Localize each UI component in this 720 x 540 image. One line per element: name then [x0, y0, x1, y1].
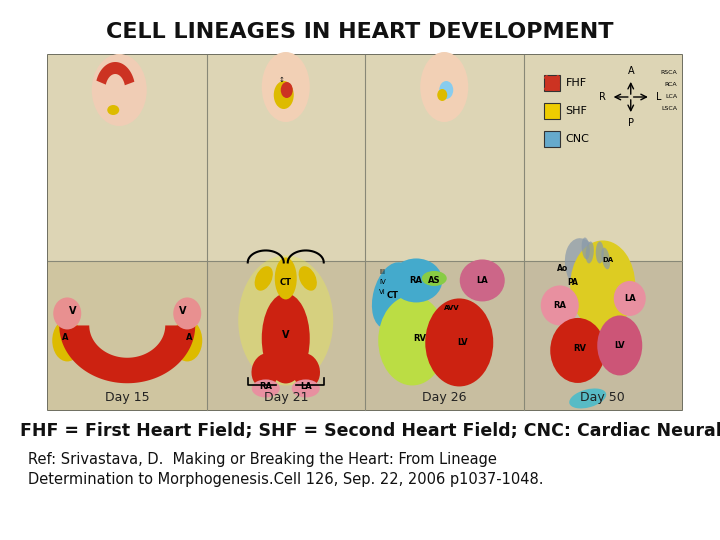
Ellipse shape [565, 238, 600, 293]
Ellipse shape [595, 241, 604, 264]
Ellipse shape [274, 81, 294, 109]
Ellipse shape [437, 89, 447, 101]
Ellipse shape [426, 299, 493, 387]
Text: AS: AS [428, 276, 441, 285]
Ellipse shape [299, 266, 317, 291]
Ellipse shape [570, 388, 606, 408]
Text: Day 50: Day 50 [580, 392, 625, 404]
Text: L: L [656, 92, 662, 102]
Text: A: A [62, 333, 68, 342]
Ellipse shape [255, 266, 273, 291]
Ellipse shape [541, 286, 579, 326]
Text: FHF = First Heart Field; SHF = Second Heart Field; CNC: Cardiac Neural Crest: FHF = First Heart Field; SHF = Second He… [20, 422, 720, 440]
Ellipse shape [585, 241, 594, 264]
Bar [48, 261, 207, 410]
Ellipse shape [550, 318, 606, 383]
Polygon shape [59, 326, 195, 383]
Text: RV: RV [573, 344, 586, 353]
Ellipse shape [172, 320, 202, 361]
Ellipse shape [53, 320, 82, 361]
Text: VI: VI [379, 289, 386, 295]
Text: LCA: LCA [665, 94, 677, 99]
Ellipse shape [251, 353, 280, 388]
Text: III: III [379, 269, 385, 275]
Text: FHF: FHF [565, 78, 587, 88]
Text: RV: RV [413, 334, 426, 343]
Text: IV: IV [379, 280, 386, 286]
Text: RCA: RCA [665, 83, 677, 87]
Text: RA: RA [553, 301, 566, 310]
Text: A: A [186, 333, 192, 342]
Text: P: P [628, 118, 634, 128]
Text: Determination to Morphogenesis.Cell 126, Sep. 22, 2006 p1037-1048.: Determination to Morphogenesis.Cell 126,… [28, 472, 544, 487]
Text: SHF: SHF [565, 106, 588, 116]
Text: LA: LA [477, 276, 488, 285]
Text: Day 21: Day 21 [264, 392, 308, 404]
Ellipse shape [53, 298, 81, 329]
Ellipse shape [378, 295, 446, 386]
Text: RSCA: RSCA [660, 71, 677, 76]
Bar [48, 55, 682, 261]
Ellipse shape [390, 259, 442, 302]
Text: RA: RA [259, 382, 272, 391]
Text: V: V [68, 306, 76, 316]
Ellipse shape [174, 298, 202, 329]
Ellipse shape [238, 255, 333, 386]
Text: A: A [627, 66, 634, 76]
Bar [544, 75, 559, 91]
Text: Ao: Ao [557, 264, 568, 273]
Bar [544, 103, 559, 119]
Text: Day 26: Day 26 [422, 392, 467, 404]
Text: Ref: Srivastava, D.  Making or Breaking the Heart: From Lineage: Ref: Srivastava, D. Making or Breaking t… [28, 452, 497, 467]
Ellipse shape [613, 281, 646, 316]
Ellipse shape [262, 52, 310, 122]
Text: LV: LV [614, 341, 625, 350]
Ellipse shape [422, 271, 446, 286]
Text: LA: LA [300, 382, 312, 391]
Text: LSCA: LSCA [661, 106, 677, 111]
Text: AVV: AVV [444, 306, 460, 312]
Ellipse shape [91, 54, 147, 126]
Ellipse shape [601, 248, 610, 269]
Text: LV: LV [457, 338, 467, 347]
Polygon shape [96, 62, 135, 85]
Bar [365, 261, 523, 410]
Text: V: V [179, 306, 186, 316]
Text: DA: DA [602, 258, 613, 264]
Ellipse shape [292, 380, 320, 397]
Bar [48, 55, 682, 410]
Text: RA: RA [410, 276, 423, 285]
Ellipse shape [420, 52, 468, 122]
Text: LA: LA [624, 294, 636, 303]
Bar [544, 75, 559, 91]
Ellipse shape [439, 81, 454, 99]
Ellipse shape [281, 82, 293, 98]
Text: ↕: ↕ [279, 77, 284, 83]
Ellipse shape [292, 353, 320, 388]
Ellipse shape [598, 315, 642, 375]
Text: V: V [282, 330, 289, 340]
Ellipse shape [107, 105, 120, 115]
Bar [544, 131, 559, 147]
Ellipse shape [570, 240, 635, 330]
Ellipse shape [460, 259, 505, 301]
Text: CNC: CNC [565, 134, 590, 144]
Bar [207, 261, 365, 410]
Ellipse shape [372, 262, 413, 329]
Text: PA: PA [567, 278, 578, 287]
Ellipse shape [275, 258, 297, 300]
Text: R: R [599, 92, 606, 102]
Ellipse shape [262, 293, 310, 383]
Text: Day 15: Day 15 [105, 392, 150, 404]
Bar [523, 261, 682, 410]
Text: CT: CT [280, 278, 292, 287]
Text: CELL LINEAGES IN HEART DEVELOPMENT: CELL LINEAGES IN HEART DEVELOPMENT [107, 22, 613, 42]
Ellipse shape [582, 238, 590, 259]
Text: CT: CT [386, 291, 398, 300]
Ellipse shape [252, 380, 280, 397]
